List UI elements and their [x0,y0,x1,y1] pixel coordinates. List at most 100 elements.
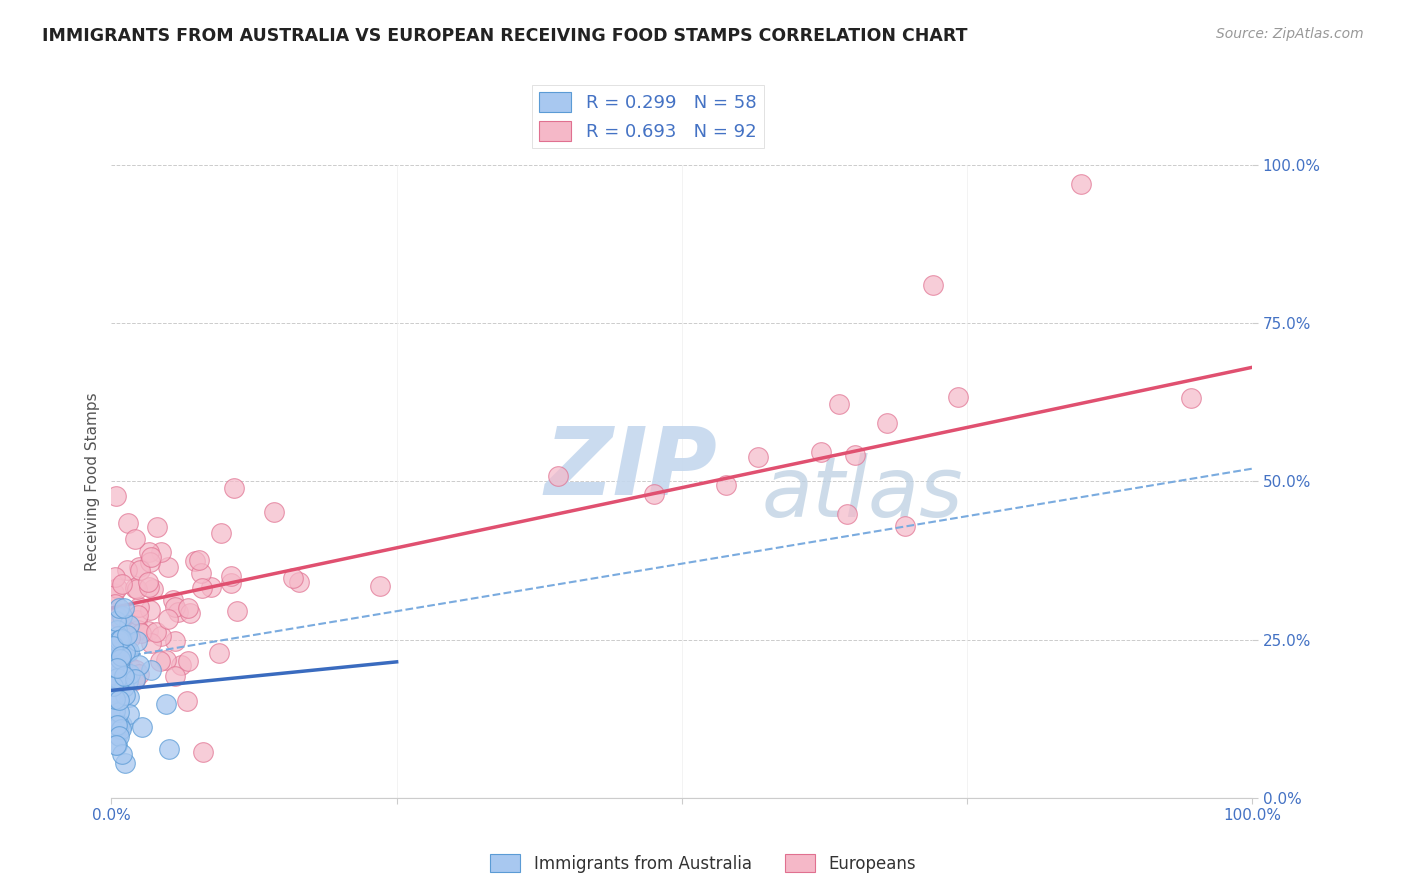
Point [179,607,201,621]
Point [108,613,131,627]
Point [810,445,832,459]
Point [111,632,134,646]
Point [844,448,866,462]
Point [828,397,851,411]
Point [156,559,179,574]
Point [163,669,186,683]
Legend: Immigrants from Australia, Europeans: Immigrants from Australia, Europeans [484,847,922,880]
Point [163,600,186,615]
Point [129,563,152,577]
Point [104,570,127,584]
Point [139,664,162,678]
Point [105,614,128,628]
Point [101,675,124,690]
Point [162,592,184,607]
Point [115,645,138,659]
Point [165,634,187,648]
Point [110,649,132,664]
Point [101,679,124,693]
Point [104,643,127,657]
Point [948,390,970,404]
Point [118,690,141,704]
Point [191,746,214,760]
Point [138,581,160,595]
Point [107,693,129,707]
Point [114,689,136,703]
Point [200,580,222,594]
Point [127,633,149,648]
Text: atlas: atlas [762,453,963,534]
Point [128,559,150,574]
Point [547,469,569,483]
Point [166,606,188,620]
Point [139,603,162,617]
Point [105,739,128,753]
Point [1070,177,1092,191]
Point [287,575,309,590]
Point [120,659,142,673]
Point [101,639,124,653]
Point [118,706,141,721]
Point [141,550,163,565]
Point [110,632,132,646]
Point [104,489,127,503]
Point [176,694,198,708]
Point [128,658,150,673]
Point [190,566,212,580]
Point [117,673,139,688]
Point [187,552,209,566]
Point [107,629,129,643]
Point [190,581,212,595]
Point [747,450,769,465]
Point [108,675,131,690]
Point [107,723,129,737]
Point [112,681,135,695]
Point [127,624,149,638]
Point [155,697,177,711]
Point [149,654,172,668]
Point [127,607,149,622]
Point [125,613,148,627]
Point [105,637,128,651]
Point [125,663,148,677]
Y-axis label: Receiving Food Stamps: Receiving Food Stamps [86,392,100,571]
Text: IMMIGRANTS FROM AUSTRALIA VS EUROPEAN RECEIVING FOOD STAMPS CORRELATION CHART: IMMIGRANTS FROM AUSTRALIA VS EUROPEAN RE… [42,27,967,45]
Point [105,661,128,675]
Point [876,416,898,430]
Point [184,554,207,568]
Point [141,636,163,650]
Point [105,649,128,664]
Point [131,720,153,734]
Point [145,625,167,640]
Point [111,718,134,732]
Point [111,609,134,624]
Point [159,742,181,756]
Point [107,729,129,743]
Point [124,582,146,596]
Point [111,576,134,591]
Point [125,582,148,596]
Point [104,597,127,611]
Point [208,646,231,660]
Point [226,604,249,618]
Point [118,644,141,658]
Point [115,632,138,646]
Point [837,507,859,521]
Point [104,704,127,718]
Point [643,487,665,501]
Point [155,653,177,667]
Point [111,610,134,624]
Point [111,747,134,761]
Point [103,660,125,674]
Point [105,624,128,638]
Point [112,601,135,615]
Point [110,723,132,737]
Point [108,705,131,719]
Point [108,606,131,620]
Point [104,672,127,686]
Point [176,601,198,615]
Point [170,658,193,673]
Legend: R = 0.299   N = 58, R = 0.693   N = 92: R = 0.299 N = 58, R = 0.693 N = 92 [531,85,763,148]
Point [111,642,134,657]
Point [112,669,135,683]
